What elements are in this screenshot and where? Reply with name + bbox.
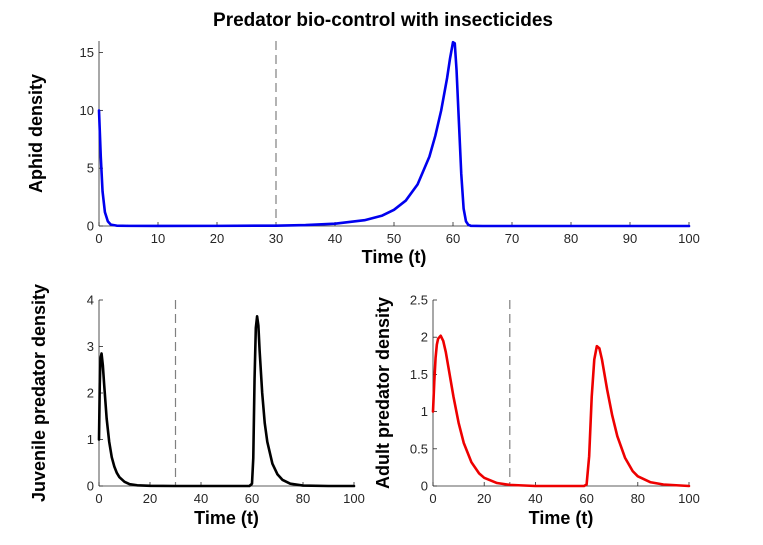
y-tick-label: 2	[421, 330, 428, 345]
x-tick-label: 40	[328, 231, 342, 246]
y-tick-label: 3	[87, 339, 94, 354]
aphid-series-line	[97, 40, 691, 228]
x-tick-label: 20	[477, 491, 491, 506]
x-tick-label: 60	[446, 231, 460, 246]
x-tick-label: 60	[245, 491, 259, 506]
tick-group	[432, 299, 690, 487]
x-tick-label: 100	[678, 491, 700, 506]
y-axis-label: Aphid density	[26, 74, 46, 193]
juvenile-chart: 0 20 40 60 80 100 0 1 2 3 4 Time (t) Juvenile predat…	[29, 284, 365, 528]
x-tick-label: 80	[631, 491, 645, 506]
x-tick-label: 80	[296, 491, 310, 506]
y-tick-label: 0	[87, 479, 94, 494]
x-tick-label: 100	[343, 491, 365, 506]
y-tick-label: 1	[87, 432, 94, 447]
x-axis-label: Time (t)	[362, 247, 427, 267]
x-axis-label: Time (t)	[529, 508, 594, 528]
x-tick-label: 50	[387, 231, 401, 246]
y-tick-label: 1	[421, 404, 428, 419]
x-tick-label: 90	[623, 231, 637, 246]
y-tick-label: 10	[80, 103, 94, 118]
y-tick-label: 2	[87, 386, 94, 401]
y-axis-label: Adult predator density	[373, 297, 393, 489]
y-tick-label: 0	[87, 219, 94, 234]
x-tick-label: 0	[429, 491, 436, 506]
x-tick-label: 20	[210, 231, 224, 246]
tick-group	[98, 52, 690, 227]
y-tick-label: 2.5	[410, 293, 428, 308]
adult-series-line	[431, 334, 691, 488]
y-tick-label: 0	[421, 479, 428, 494]
y-tick-label: 5	[87, 161, 94, 176]
y-tick-label: 15	[80, 45, 94, 60]
adult-chart: 0 20 40 60 80 100 0 0.5 1 1.5 2 2.5 Time (t) Adult pr…	[373, 293, 700, 529]
x-tick-label: 10	[151, 231, 165, 246]
x-tick-label: 0	[95, 491, 102, 506]
x-axis-label: Time (t)	[194, 508, 259, 528]
y-tick-label: 0.5	[410, 441, 428, 456]
x-tick-label: 80	[564, 231, 578, 246]
x-tick-label: 30	[269, 231, 283, 246]
x-tick-label: 20	[143, 491, 157, 506]
aphid-chart: 0 10 20 30 40 50 60 70 80 90 100 0 5 10 15 Time (t) Aphi…	[26, 40, 700, 267]
x-tick-label: 60	[579, 491, 593, 506]
tick-group	[98, 299, 355, 487]
juvenile-series-line	[97, 314, 356, 488]
y-tick-label: 4	[87, 293, 94, 308]
x-tick-label: 70	[505, 231, 519, 246]
x-tick-label: 0	[95, 231, 102, 246]
y-axis-label: Juvenile predator density	[29, 284, 49, 502]
y-tick-label: 1.5	[410, 367, 428, 382]
x-tick-label: 40	[528, 491, 542, 506]
x-tick-label: 100	[678, 231, 700, 246]
figure-title: Predator bio-control with insecticides	[213, 10, 553, 31]
x-tick-label: 40	[194, 491, 208, 506]
